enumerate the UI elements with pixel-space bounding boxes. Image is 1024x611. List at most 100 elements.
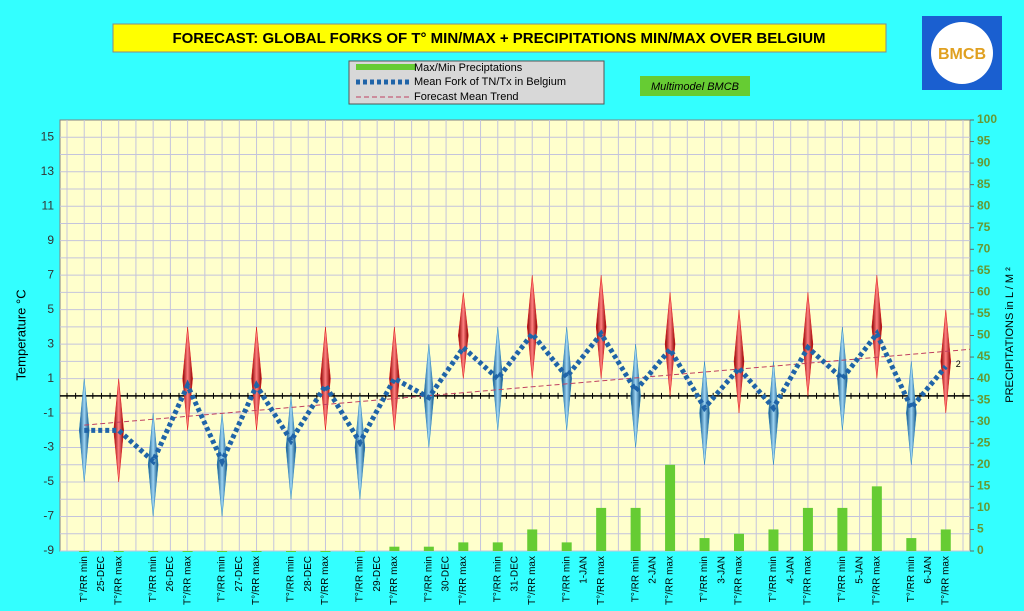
- precip-bar: [148, 551, 159, 552]
- y-tick-label: -7: [43, 509, 54, 523]
- precip-bar: [527, 529, 538, 551]
- precip-bar: [630, 507, 641, 551]
- y-tick-label: -9: [43, 543, 54, 557]
- x-tick-label: T°/RR min: [148, 556, 159, 602]
- y2-tick-label: 35: [977, 392, 991, 406]
- precip-bar: [561, 542, 572, 551]
- y2-tick-label: 40: [977, 371, 991, 385]
- fork: [182, 326, 193, 431]
- logo-text: BMCB: [938, 46, 986, 63]
- end-label: 2: [956, 359, 961, 369]
- y-tick-label: 11: [42, 198, 55, 212]
- annotation-box: [640, 76, 750, 96]
- date-label: 5-JAN: [854, 556, 865, 584]
- y-tick-label: -5: [43, 474, 54, 488]
- y-tick-label: 7: [47, 267, 54, 281]
- y2-tick-label: 60: [977, 285, 991, 299]
- x-tick-label: T°/RR min: [768, 556, 779, 602]
- fork: [285, 395, 297, 500]
- precip-bar: [389, 546, 400, 551]
- precip-bar: [354, 551, 365, 552]
- y2-tick-label: 30: [977, 414, 991, 428]
- x-tick-label: T°/RR min: [355, 556, 366, 602]
- fork: [664, 292, 676, 396]
- legend-label: Max/Min Preciptations: [414, 62, 523, 74]
- legend-swatch: [356, 64, 416, 70]
- precip-bar: [768, 529, 779, 551]
- x-tick-label: T°/RR max: [871, 556, 882, 605]
- x-tick-label: T°/RR max: [803, 556, 814, 605]
- y2-tick-label: 70: [977, 241, 991, 255]
- y-tick-label: 1: [47, 371, 54, 385]
- fork: [251, 326, 262, 431]
- x-tick-label: T°/RR max: [527, 556, 538, 605]
- legend-label: Mean Fork of TN/Tx in Belgium: [414, 76, 566, 88]
- x-tick-label: T°/RR max: [596, 556, 607, 605]
- fork: [320, 326, 331, 431]
- x-tick-label: T°/RR max: [182, 556, 193, 605]
- date-label: 1-JAN: [579, 556, 590, 584]
- chart-title: FORECAST: GLOBAL FORKS OF T° MIN/MAX + P…: [172, 30, 825, 47]
- date-label: 31-DEC: [510, 556, 521, 592]
- y2-tick-label: 55: [977, 306, 991, 320]
- fork: [458, 292, 469, 379]
- x-tick-label: T°/RR min: [492, 556, 503, 602]
- precip-bar: [251, 551, 262, 552]
- y2-tick-label: 5: [977, 522, 984, 536]
- x-tick-label: T°/RR max: [665, 556, 676, 605]
- x-tick-label: T°/RR max: [734, 556, 745, 605]
- fork: [802, 292, 814, 396]
- date-label: 30-DEC: [441, 556, 452, 592]
- x-tick-label: T°/RR min: [837, 556, 848, 602]
- fork: [699, 361, 710, 465]
- legend-label: Forecast Mean Trend: [414, 91, 519, 103]
- x-tick-label: T°/RR min: [423, 556, 434, 602]
- date-label: 29-DEC: [372, 556, 383, 592]
- y-tick-label: 15: [41, 129, 55, 143]
- y2-tick-label: 85: [977, 177, 991, 191]
- x-tick-label: T°/RR min: [79, 556, 90, 602]
- x-tick-label: T°/RR max: [113, 556, 124, 605]
- precip-bar: [423, 546, 434, 551]
- precip-bar: [940, 529, 951, 551]
- y2-tick-label: 45: [977, 349, 991, 363]
- y-tick-label: 13: [41, 164, 55, 178]
- fork: [354, 395, 366, 500]
- y2-tick-label: 25: [977, 435, 991, 449]
- fork: [733, 309, 745, 414]
- fork: [768, 361, 779, 465]
- x-tick-label: T°/RR min: [699, 556, 710, 602]
- date-label: 25-DEC: [96, 556, 107, 592]
- date-label: 4-JAN: [785, 556, 796, 584]
- date-label: 6-JAN: [923, 556, 934, 584]
- fork: [940, 309, 952, 414]
- y2-tick-label: 95: [977, 134, 991, 148]
- logo-circle: [931, 22, 993, 84]
- x-tick-label: T°/RR min: [630, 556, 641, 602]
- x-tick-label: T°/RR max: [320, 556, 331, 605]
- date-label: 3-JAN: [716, 556, 727, 584]
- x-tick-label: T°/RR min: [217, 556, 228, 602]
- y2-tick-label: 90: [977, 155, 991, 169]
- date-label: 27-DEC: [234, 556, 245, 592]
- precip-bar: [665, 464, 676, 551]
- fork: [561, 326, 572, 431]
- mean-line: [84, 328, 948, 468]
- precip-bar: [182, 551, 193, 552]
- date-label: 26-DEC: [165, 556, 176, 592]
- fork: [906, 361, 917, 465]
- y2-tick-label: 10: [977, 500, 991, 514]
- x-tick-label: T°/RR min: [906, 556, 917, 602]
- fork: [526, 275, 538, 379]
- precip-bar: [837, 507, 848, 551]
- x-tick-label: T°/RR min: [561, 556, 572, 602]
- x-tick-label: T°/RR max: [458, 556, 469, 605]
- y-tick-label: 3: [47, 336, 54, 350]
- precip-bar: [734, 533, 744, 551]
- precip-bar: [492, 542, 503, 551]
- y2-tick-label: 80: [977, 198, 991, 212]
- fork: [113, 378, 124, 483]
- x-tick-label: T°/RR max: [389, 556, 400, 605]
- y2-tick-label: 50: [977, 328, 991, 342]
